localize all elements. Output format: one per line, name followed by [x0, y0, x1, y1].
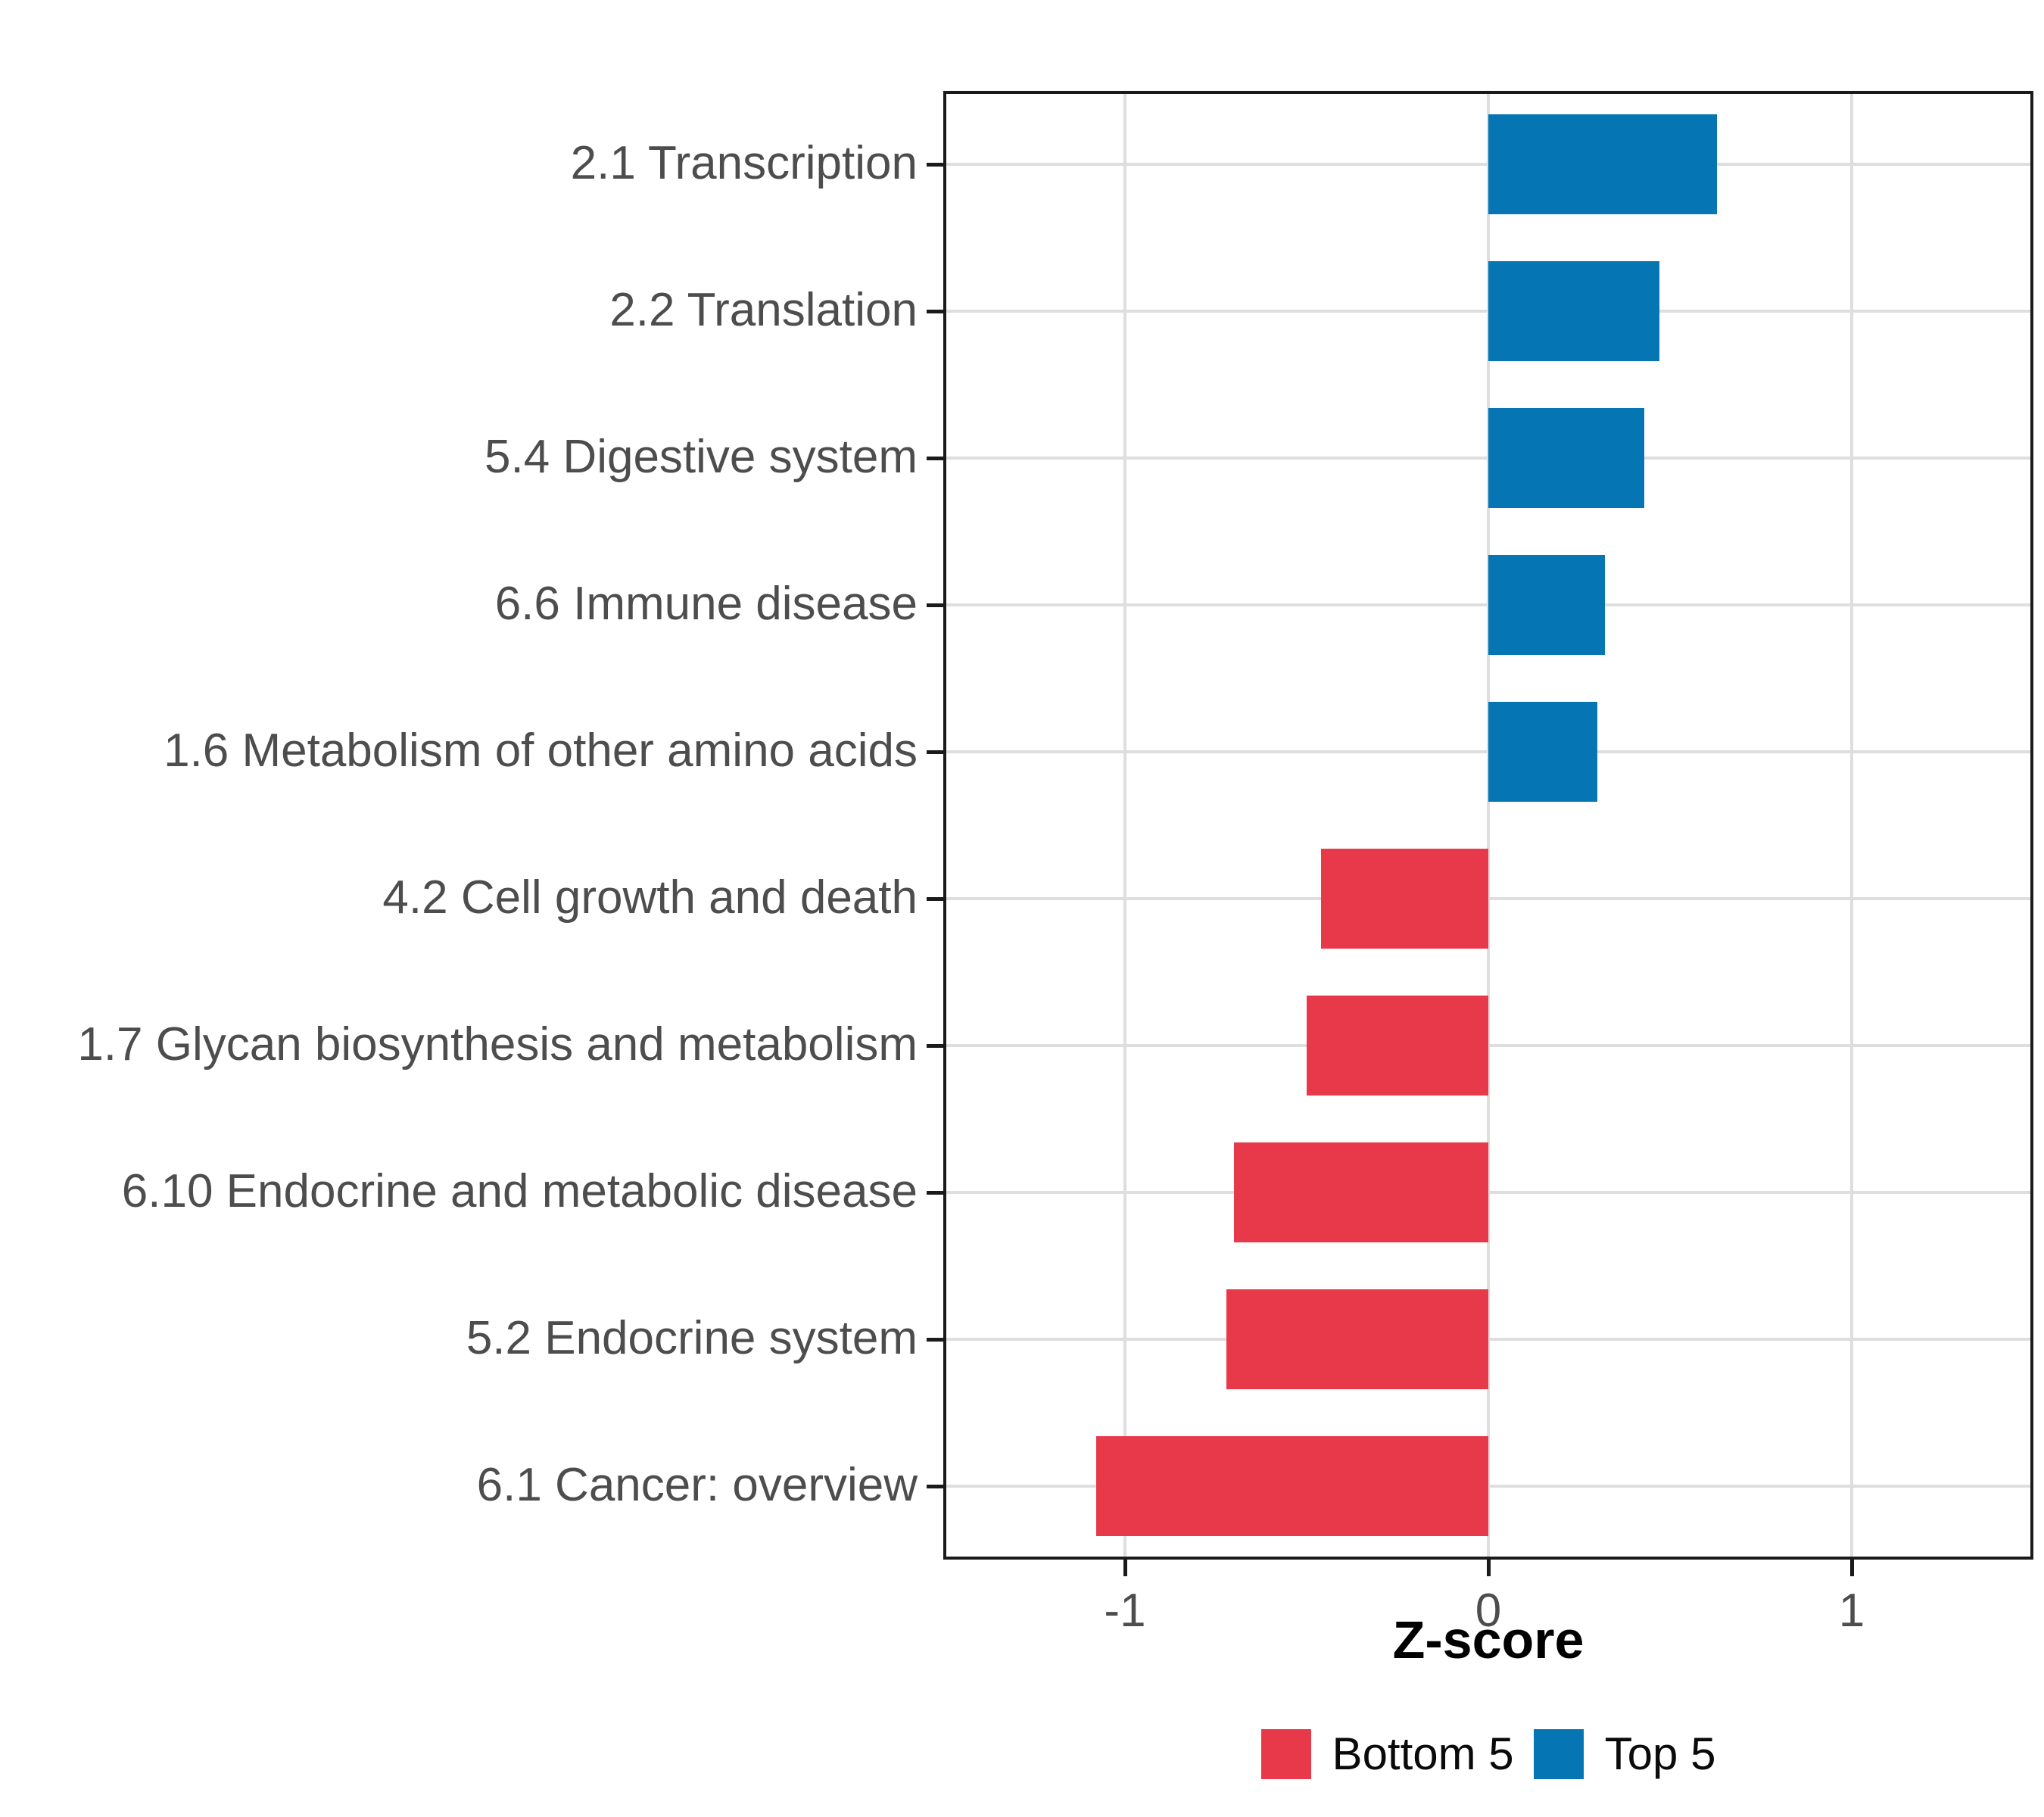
- x-tick-label: 0: [1475, 1585, 1502, 1637]
- x-tick-label: 1: [1838, 1585, 1865, 1637]
- y-tick: [927, 603, 943, 607]
- y-gridline: [943, 1485, 2033, 1488]
- y-gridline: [943, 897, 2033, 900]
- y-axis-label: 6.10 Endocrine and metabolic disease: [121, 1165, 918, 1218]
- y-axis-label: 6.1 Cancer: overview: [476, 1459, 918, 1512]
- y-tick: [927, 896, 943, 901]
- y-tick: [927, 1190, 943, 1195]
- y-tick: [927, 1043, 943, 1048]
- bar-bottom5: [1307, 996, 1488, 1095]
- y-gridline: [943, 1191, 2033, 1194]
- legend: Bottom 5 Top 5: [943, 1729, 2033, 1779]
- legend-label: Bottom 5: [1332, 1728, 1514, 1779]
- x-gridline: [1487, 91, 1490, 1560]
- bar-bottom5: [1226, 1289, 1488, 1389]
- legend-label: Top 5: [1604, 1728, 1716, 1779]
- bar-top5: [1488, 702, 1597, 802]
- y-axis-label: 2.2 Translation: [609, 284, 918, 337]
- x-tick: [1849, 1560, 1854, 1576]
- y-tick: [927, 162, 943, 167]
- bar-bottom5: [1095, 1436, 1488, 1536]
- bar-top5: [1488, 408, 1645, 508]
- y-tick: [927, 456, 943, 460]
- bar-bottom5: [1234, 1142, 1488, 1242]
- x-gridline: [1123, 91, 1126, 1560]
- plot-panel: [943, 91, 2033, 1560]
- bar-top5: [1488, 114, 1718, 214]
- x-axis-title: Z-score: [1392, 1610, 1584, 1669]
- y-axis-label: 5.2 Endocrine system: [466, 1312, 918, 1365]
- bar-top5: [1488, 555, 1605, 655]
- y-tick: [927, 750, 943, 754]
- bar-top5: [1488, 261, 1659, 361]
- bar-bottom5: [1321, 849, 1488, 949]
- y-axis-label: 1.6 Metabolism of other amino acids: [164, 725, 918, 778]
- y-gridline: [943, 1044, 2033, 1047]
- legend-item: Top 5: [1533, 1728, 1716, 1779]
- x-gridline: [1850, 91, 1853, 1560]
- x-tick: [1123, 1560, 1127, 1576]
- y-axis-label: 5.4 Digestive system: [485, 431, 918, 484]
- y-tick: [927, 1337, 943, 1342]
- legend-swatch: [1533, 1729, 1584, 1779]
- legend-swatch: [1260, 1729, 1311, 1779]
- y-axis-label: 4.2 Cell growth and death: [382, 871, 918, 924]
- y-axis-label: 1.7 Glycan biosynthesis and metabolism: [77, 1018, 918, 1071]
- y-tick: [927, 309, 943, 313]
- y-axis-label: 2.1 Transcription: [570, 137, 918, 190]
- y-tick: [927, 1484, 943, 1488]
- y-gridline: [943, 1338, 2033, 1341]
- x-tick-label: -1: [1104, 1585, 1146, 1637]
- y-axis-label: 6.6 Immune disease: [494, 578, 918, 631]
- x-tick: [1486, 1560, 1491, 1576]
- legend-item: Bottom 5: [1260, 1728, 1514, 1779]
